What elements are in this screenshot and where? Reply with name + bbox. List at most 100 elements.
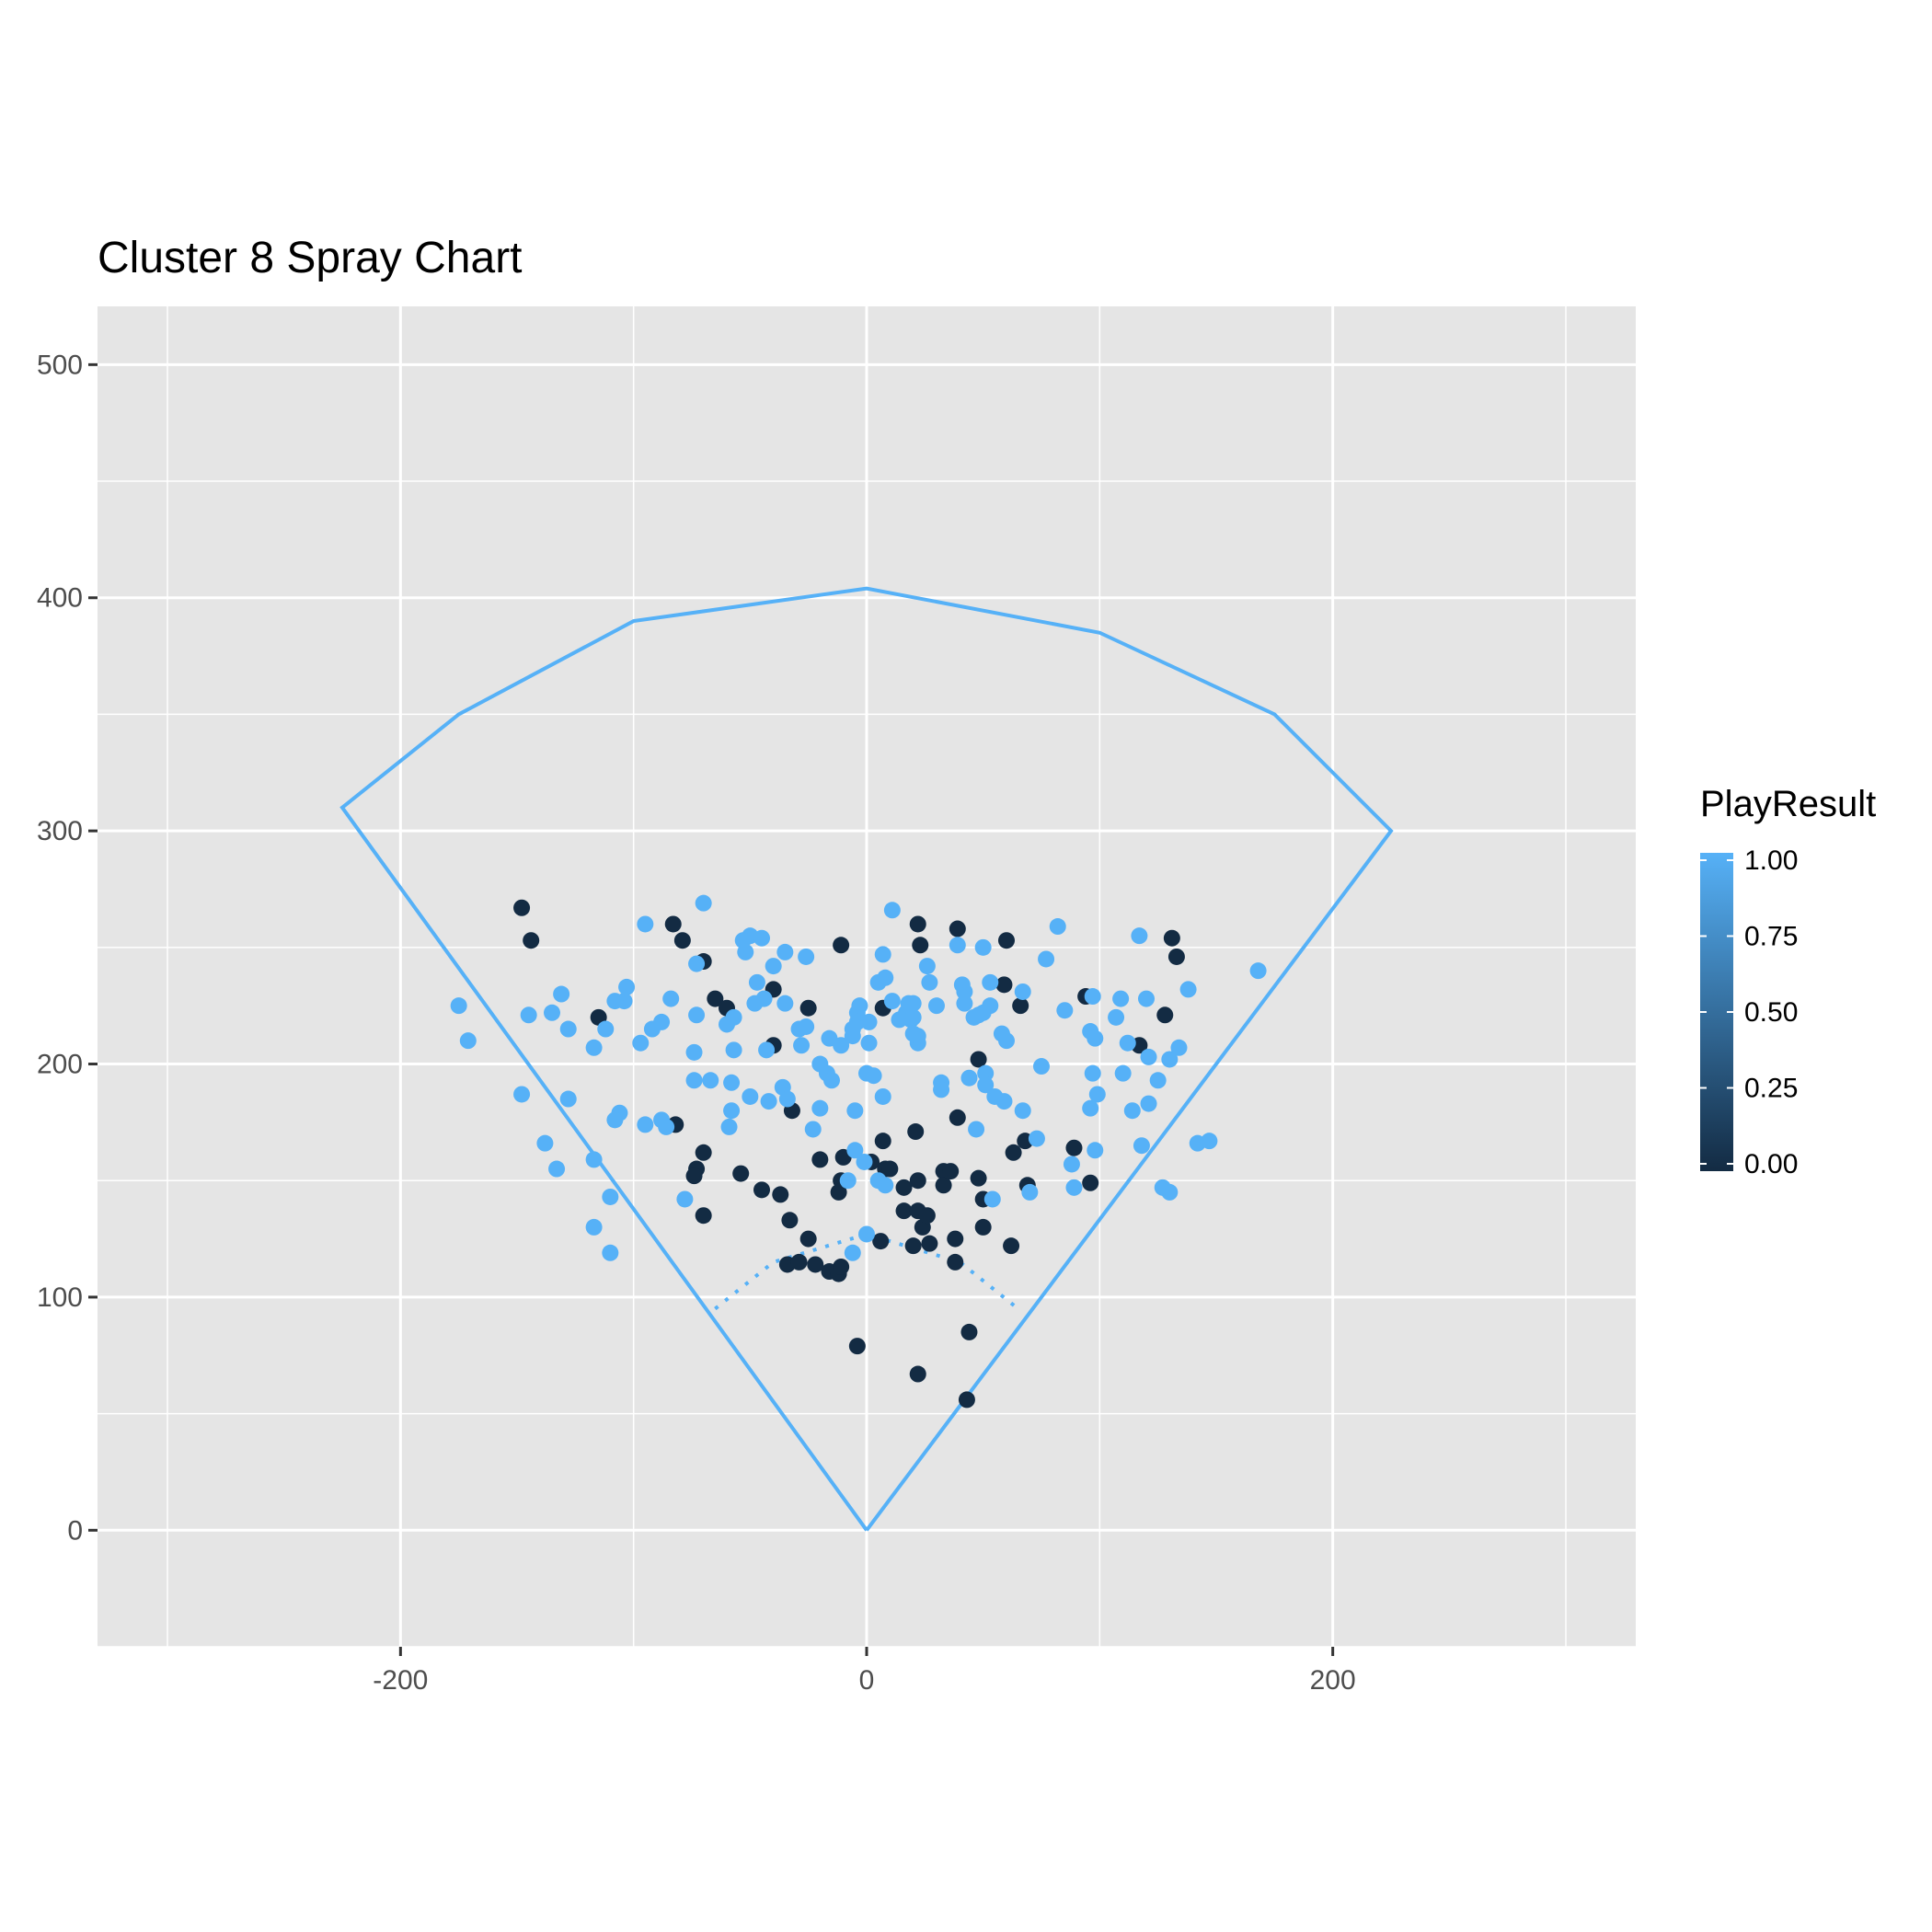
data-point	[983, 1190, 1001, 1208]
data-point	[833, 1037, 850, 1054]
data-point	[559, 1020, 577, 1038]
data-point	[830, 1183, 847, 1201]
data-point	[1114, 1064, 1132, 1082]
field-outline	[339, 586, 1394, 1532]
data-point	[974, 938, 992, 956]
data-point	[1065, 1139, 1083, 1156]
data-point	[833, 1258, 850, 1275]
data-point	[928, 997, 945, 1015]
y-tick-label: 200	[37, 1050, 83, 1080]
data-point	[758, 1041, 776, 1059]
data-point	[553, 985, 570, 1003]
data-point	[895, 1202, 913, 1220]
data-point	[1123, 1102, 1141, 1120]
data-point	[685, 1043, 703, 1061]
data-point	[1249, 962, 1267, 980]
data-point	[860, 1034, 878, 1052]
data-point	[1119, 1034, 1136, 1052]
data-point	[585, 1151, 603, 1168]
data-point	[958, 1391, 975, 1409]
data-point	[1161, 1051, 1179, 1068]
data-point	[811, 1151, 829, 1168]
data-point	[776, 943, 794, 960]
data-point	[1163, 929, 1180, 947]
data-point	[520, 1006, 537, 1024]
data-point	[513, 1086, 531, 1103]
field-boundary-line	[339, 586, 1394, 1532]
data-point	[707, 990, 724, 1007]
data-point	[753, 1181, 770, 1199]
data-point	[799, 999, 817, 1017]
data-point	[1005, 1144, 1022, 1161]
data-point	[1084, 988, 1101, 1006]
data-point	[909, 1028, 926, 1045]
data-point	[909, 1172, 926, 1190]
data-point	[1140, 1095, 1157, 1112]
colorbar-ticks: 0.00 0.25 0.50 0.75 1.00	[1700, 845, 1798, 1179]
data-point	[742, 1087, 759, 1105]
data-point	[450, 997, 467, 1015]
data-point	[904, 1237, 922, 1255]
data-point	[811, 1099, 829, 1117]
data-point	[995, 1093, 1013, 1110]
data-point	[935, 1177, 952, 1194]
data-point	[1056, 1002, 1074, 1019]
data-point	[585, 1218, 603, 1236]
data-point	[982, 973, 999, 991]
data-point	[1014, 983, 1031, 1000]
data-point	[858, 1225, 875, 1243]
data-point	[848, 1338, 866, 1355]
data-point	[1049, 918, 1066, 936]
data-point	[781, 1212, 799, 1229]
data-point	[846, 1102, 864, 1120]
data-point	[883, 902, 901, 919]
data-point	[719, 1016, 735, 1033]
data-point	[673, 932, 691, 949]
data-point	[1138, 990, 1155, 1007]
data-point	[912, 937, 929, 954]
data-point	[685, 1167, 703, 1185]
data-point	[1156, 1006, 1174, 1024]
data-point	[921, 973, 938, 991]
data-point	[877, 969, 894, 986]
data-point	[947, 1230, 964, 1248]
data-point	[536, 1134, 554, 1152]
data-point	[998, 932, 1015, 949]
data-point	[637, 915, 654, 933]
data-point	[695, 1144, 712, 1161]
y-tick-label: 500	[37, 350, 83, 380]
data-point	[949, 937, 966, 954]
data-points	[450, 894, 1267, 1409]
data-point	[523, 932, 540, 949]
data-point	[960, 1069, 978, 1087]
data-point	[1038, 950, 1055, 968]
data-point	[1161, 1183, 1179, 1201]
colorbar-label: 0.25	[1744, 1074, 1798, 1104]
data-point	[974, 1218, 992, 1236]
data-point	[664, 915, 682, 933]
legend-title: PlayResult	[1700, 784, 1876, 824]
x-tick-label: 0	[859, 1665, 875, 1696]
data-point	[909, 1365, 926, 1383]
data-point	[823, 1072, 840, 1089]
y-tick-label: 300	[37, 816, 83, 846]
data-point	[746, 995, 764, 1012]
colorbar-label: 0.75	[1744, 922, 1798, 952]
data-point	[874, 1087, 891, 1105]
data-point	[851, 997, 868, 1015]
data-point	[1167, 948, 1185, 965]
data-point	[1088, 1086, 1106, 1103]
data-point	[685, 1072, 703, 1089]
data-point	[597, 1020, 615, 1038]
data-point	[947, 1253, 964, 1271]
data-point	[918, 1207, 936, 1225]
data-point	[760, 1093, 777, 1110]
data-point	[1108, 1008, 1125, 1026]
data-point	[793, 1037, 811, 1054]
data-point	[865, 1067, 882, 1085]
data-point	[970, 1051, 987, 1068]
data-point	[833, 937, 850, 954]
data-point	[778, 1090, 796, 1108]
data-point	[1014, 1102, 1031, 1120]
